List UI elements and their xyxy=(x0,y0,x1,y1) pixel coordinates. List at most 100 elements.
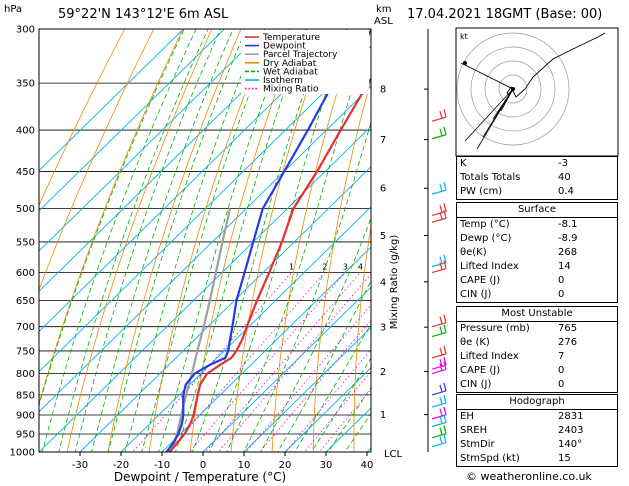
isotherm-line xyxy=(39,29,184,172)
wet-adiabat-line xyxy=(41,29,197,452)
pressure-tick-label: 400 xyxy=(16,126,35,137)
wind-barb-flag xyxy=(443,126,447,135)
wind-barb-flag xyxy=(439,427,443,435)
hodograph-row: StmDir 140° xyxy=(460,439,583,450)
wind-barb-flag xyxy=(443,414,447,423)
wind-barb-flag xyxy=(439,396,443,405)
surface-row: Lifted Index 14 xyxy=(460,261,571,272)
isotherm-line xyxy=(39,29,307,292)
dry-adiabat-line xyxy=(312,79,371,452)
wind-barb-flag xyxy=(439,205,443,213)
dry-adiabat-line xyxy=(107,29,242,452)
profiles: 12345810152025 xyxy=(165,29,416,452)
km-tick-label: 1 xyxy=(380,410,386,421)
mixing-ratio-label: 10 xyxy=(406,263,416,272)
x-axis-tick-label: -10 xyxy=(154,460,170,471)
wind-barb-flag xyxy=(439,128,443,136)
wind-barb-flag xyxy=(439,212,443,220)
wind-barb-flag xyxy=(443,254,447,263)
wet-adiabat-line xyxy=(157,29,291,452)
mixing-ratio-line xyxy=(167,272,326,452)
wind-barb-flag xyxy=(443,394,447,404)
legend-label: Dry Adiabat xyxy=(263,59,317,69)
mixing-ratio-label: 2 xyxy=(322,263,327,272)
hodograph-vector xyxy=(492,88,514,120)
wind-barb-flag xyxy=(443,260,447,269)
hodograph-table: Hodograph EH 2831 SREH 2403 StmDir 140° … xyxy=(456,394,618,467)
mixing-ratio-axis-label: Mixing Ratio (g/kg) xyxy=(389,235,400,330)
wind-barb-flag xyxy=(439,111,443,119)
most-unstable-row: θe (K) 276 xyxy=(460,337,578,348)
wind-barb xyxy=(431,353,447,359)
km-tick-label: 5 xyxy=(380,231,386,242)
legend-label: Temperature xyxy=(262,33,320,43)
wet-adiabat-line xyxy=(141,29,276,452)
wind-barb-flag xyxy=(443,361,447,370)
pressure-tick-label: 950 xyxy=(16,429,35,440)
mixing-ratio-label: 4 xyxy=(358,263,363,272)
wind-barb xyxy=(431,210,447,217)
mixing-ratio-line xyxy=(204,272,361,452)
wet-adiabat-line xyxy=(226,29,371,452)
wind-barb xyxy=(431,189,447,195)
pressure-tick-label: 700 xyxy=(16,322,35,333)
copyright-footer: © weatheronline.co.uk xyxy=(466,470,592,483)
most-unstable-row: CIN (J) 0 xyxy=(460,379,565,390)
pressure-tick-label: 800 xyxy=(16,369,35,380)
dry-adiabat-line xyxy=(271,29,358,452)
hpa-label: hPa xyxy=(4,4,23,15)
mixing-ratio-label: 5 xyxy=(370,263,375,272)
km-tick-label: 2 xyxy=(380,367,386,378)
dry-adiabat-line xyxy=(39,29,155,291)
wind-barb-flag xyxy=(443,406,447,416)
hodograph-point xyxy=(463,61,467,65)
dry-adiabat-line xyxy=(353,223,371,452)
surface-title: Surface xyxy=(457,203,617,218)
hodograph-plot: kt xyxy=(455,27,619,157)
wind-barb-flag xyxy=(439,384,443,393)
hodograph-vector xyxy=(460,62,514,90)
hodograph-row: EH 2831 xyxy=(460,411,584,422)
dry-adiabat-line xyxy=(39,29,126,207)
wind-barb-flag xyxy=(439,359,443,367)
wind-barb xyxy=(431,217,447,223)
km-tick-label: 8 xyxy=(380,85,386,96)
km-tick-label: 4 xyxy=(380,277,386,288)
pressure-tick-label: 600 xyxy=(16,268,35,279)
wind-barb-flag xyxy=(439,347,443,356)
wet-adiabat-line xyxy=(39,29,185,407)
pressure-tick-label: 750 xyxy=(16,346,35,357)
mixing-ratio-label: 3 xyxy=(343,263,348,272)
pressure-tick-label: 1000 xyxy=(10,448,35,459)
wet-adiabat-line xyxy=(260,216,371,452)
index-row-pw: PW (cm) 0.4 xyxy=(460,186,574,197)
pressure-tick-label: 850 xyxy=(16,390,35,401)
wind-barb-flag xyxy=(439,262,443,270)
wind-barbs xyxy=(431,109,447,448)
km-tick-label: 3 xyxy=(380,323,386,334)
wet-adiabat-line xyxy=(243,120,371,452)
wind-barb xyxy=(431,390,447,396)
most-unstable-table: Most Unstable Pressure (mb) 765 θe (K) 2… xyxy=(456,306,618,393)
wind-barb-flag xyxy=(439,436,443,444)
surface-row: Dewp (°C) -8.9 xyxy=(460,233,578,244)
dry-adiabat-line xyxy=(66,29,213,452)
mixing-ratio-line xyxy=(188,272,346,452)
surface-table: Surface Temp (°C) -8.1 Dewp (°C) -8.9 θe… xyxy=(456,202,618,303)
wind-barb-flag xyxy=(443,109,447,118)
parcel-trajectory-line xyxy=(168,208,232,452)
hodograph-ring xyxy=(456,32,570,146)
surface-row: Temp (°C) -8.1 xyxy=(460,219,578,230)
legend-label: Parcel Trajectory xyxy=(263,50,338,60)
axes: 3003504004505005506006507007508008509009… xyxy=(10,25,429,484)
hodograph-trace xyxy=(506,32,606,98)
isotherm-line xyxy=(202,286,371,452)
index-row-k: K -3 xyxy=(460,158,568,169)
pressure-tick-label: 650 xyxy=(16,296,35,307)
most-unstable-row: CAPE (J) 0 xyxy=(460,365,565,376)
hodograph-origin xyxy=(511,87,515,91)
wind-barb xyxy=(431,433,447,439)
x-axis-tick-label: 20 xyxy=(279,460,292,471)
most-unstable-row: Pressure (mb) 765 xyxy=(460,323,578,334)
wind-barb-flag xyxy=(443,357,447,366)
